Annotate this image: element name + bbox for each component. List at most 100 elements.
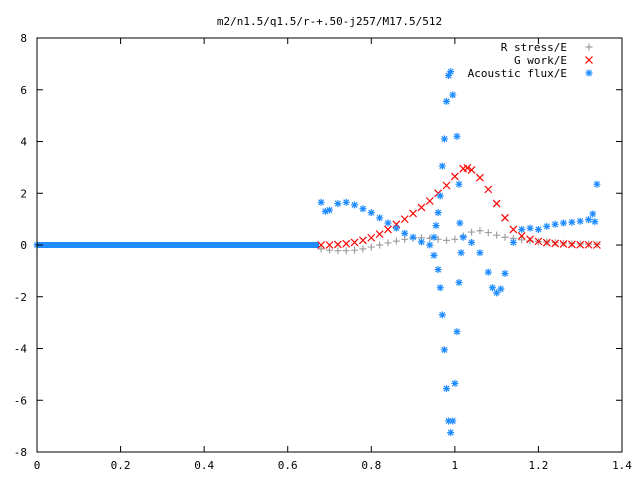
acoustic-flux-point <box>591 218 599 226</box>
g-work-point <box>593 241 601 249</box>
g-work-point <box>450 172 459 181</box>
legend-label-g-work: G work/E <box>514 54 567 67</box>
r-stress-point <box>351 246 359 254</box>
g-work-point <box>463 163 472 172</box>
g-work-point <box>526 235 534 244</box>
g-work-point <box>509 225 518 234</box>
g-work-point <box>567 240 576 249</box>
chart-title: m2/n1.5/q1.5/r-+.50-j257/M17.5/512 <box>217 15 442 28</box>
acoustic-flux-point <box>501 269 509 277</box>
g-work-point <box>484 185 493 194</box>
r-stress-point <box>384 239 392 247</box>
acoustic-flux-point <box>476 249 484 257</box>
g-work-point <box>350 238 359 247</box>
y-tick-label: 0 <box>20 239 27 252</box>
acoustic-flux-point <box>359 205 367 213</box>
y-tick-label: 8 <box>20 32 27 45</box>
r-stress-point <box>334 247 342 255</box>
acoustic-flux-point <box>526 224 534 232</box>
r-stress-point <box>443 236 450 244</box>
r-stress-point <box>501 233 509 241</box>
x-tick-label: 0.2 <box>111 459 131 472</box>
acoustic-flux-point <box>451 379 459 387</box>
acoustic-flux-point <box>453 328 461 336</box>
r-stress-point <box>401 235 409 243</box>
acoustic-flux-point <box>497 285 505 293</box>
legend-marker-r-stress <box>585 43 593 51</box>
acoustic-flux-point <box>560 219 567 227</box>
y-tick-label: -6 <box>14 394 27 407</box>
x-tick-label: 0.6 <box>278 459 298 472</box>
acoustic-flux-point <box>484 268 492 276</box>
acoustic-flux-point <box>436 284 444 292</box>
r-stress-point <box>484 229 492 237</box>
acoustic-flux-point <box>576 217 584 225</box>
g-work-point <box>417 203 426 212</box>
r-stress-series <box>317 227 601 255</box>
acoustic-flux-point <box>434 266 442 274</box>
r-stress-point <box>359 245 367 253</box>
g-work-point <box>517 232 526 240</box>
legend-label-acoustic-flux: Acoustic flux/E <box>468 67 567 80</box>
r-stress-point <box>342 247 350 255</box>
y-tick-label: 6 <box>20 84 27 97</box>
acoustic-flux-point <box>468 238 476 246</box>
acoustic-flux-point <box>449 417 457 425</box>
g-work-point <box>375 230 384 239</box>
acoustic-flux-point <box>430 251 438 259</box>
r-stress-point <box>476 227 484 235</box>
x-tick-label: 0.8 <box>361 459 381 472</box>
acoustic-flux-point <box>317 198 325 206</box>
g-work-point <box>342 239 351 248</box>
acoustic-flux-point <box>440 135 448 143</box>
acoustic-flux-point <box>585 216 593 224</box>
r-stress-point <box>326 246 333 254</box>
g-work-point <box>534 237 543 246</box>
acoustic-flux-point <box>459 233 467 241</box>
acoustic-flux-point <box>543 222 551 230</box>
acoustic-flux-point <box>443 385 450 393</box>
g-work-point <box>559 240 568 248</box>
y-tick-label: -8 <box>14 446 27 459</box>
acoustic-flux-point <box>455 279 463 287</box>
acoustic-flux-point <box>432 222 440 230</box>
legend-label-r-stress: R stress/E <box>501 41 567 54</box>
g-work-point <box>367 233 376 242</box>
g-work-point <box>442 181 451 190</box>
acoustic-flux-point <box>409 233 417 241</box>
x-tick-label: 1 <box>452 459 459 472</box>
g-work-point <box>384 225 392 234</box>
acoustic-flux-point <box>384 219 392 227</box>
acoustic-flux-point <box>443 97 450 105</box>
acoustic-flux-point <box>551 220 559 228</box>
acoustic-flux-point <box>392 224 400 232</box>
acoustic-flux-point <box>518 225 526 233</box>
g-work-point <box>467 166 476 174</box>
x-tick-label: 0.4 <box>194 459 214 472</box>
g-work-point <box>551 239 560 248</box>
legend-marker-acoustic-flux <box>585 69 593 77</box>
acoustic-flux-point <box>455 180 463 188</box>
g-work-point <box>409 209 417 218</box>
y-tick-label: 2 <box>20 187 27 200</box>
acoustic-flux-point <box>321 207 329 215</box>
acoustic-flux-point <box>434 209 442 217</box>
g-work-series <box>317 163 601 249</box>
acoustic-flux-point <box>445 417 453 425</box>
g-work-point <box>492 199 501 208</box>
y-tick-label: 4 <box>20 136 27 149</box>
acoustic-flux-point <box>456 219 464 227</box>
acoustic-flux-point <box>326 206 333 214</box>
y-tick-label: -4 <box>14 343 28 356</box>
acoustic-flux-point <box>493 289 501 297</box>
x-tick-label: 0 <box>34 459 41 472</box>
g-work-point <box>325 241 334 249</box>
r-stress-point <box>367 243 375 251</box>
g-work-point <box>425 197 434 205</box>
axis-ticks: 0 0.2 0.4 0.6 0.8 1 1.2 1.4 -8 -6 -4 -2 0 2 4 6 8 <box>14 32 633 472</box>
x-tick-label: 1.4 <box>612 459 632 472</box>
acoustic-flux-point <box>445 72 453 80</box>
